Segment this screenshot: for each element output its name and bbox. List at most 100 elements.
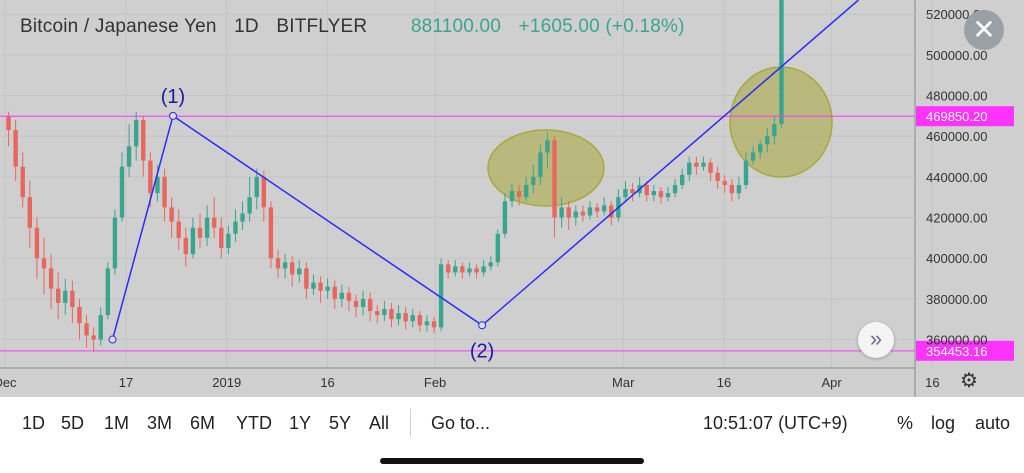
candle-body [481,266,486,273]
candle-body [531,176,536,186]
candle-body [133,119,139,147]
grid [2,0,933,368]
close-button[interactable]: ✕ [964,10,1004,50]
x-tick-label: Feb [424,375,446,390]
candle-body [297,268,302,275]
candle-body [126,146,132,167]
price-label-text: 469850.20 [926,109,987,124]
price-label-text: 354453.16 [926,344,987,359]
settings-button[interactable]: ⚙ [958,370,980,392]
percent-toggle[interactable]: % [897,413,914,433]
candle-body [282,262,288,269]
range-5y-button[interactable]: 5Y [329,413,352,433]
candle-body [389,309,394,320]
log-toggle[interactable]: log [931,413,956,433]
timezone-clock[interactable]: 10:51:07 (UTC+9) [703,413,848,433]
exchange-label: BITFLYER [276,16,368,37]
candle-body [545,140,550,153]
range-1y-button[interactable]: 1Y [289,413,312,433]
candle-body [105,268,111,316]
y-tick-label: 420000.00 [926,211,987,226]
candle-body [509,191,515,202]
range-1m-button[interactable]: 1M [104,413,130,433]
range-5d-button[interactable]: 5D [61,413,85,433]
range-1d-button[interactable]: 1D [22,413,46,433]
candle-body [162,176,167,208]
candle-body [155,176,160,194]
candle-body [318,282,323,291]
candle-body [453,266,458,273]
candle-body [743,160,749,186]
trend-lines: (1) (2) [108,0,859,362]
x-tick-label: 17 [119,375,133,390]
candle-body [672,185,678,194]
annotation-label: (1) [161,86,185,108]
candle-body [438,264,444,328]
y-tick-label: 460000.00 [926,129,987,144]
candle-body [594,207,600,212]
candle-body [417,315,423,326]
candle-body [6,115,11,131]
x-tick-label: 2019 [212,375,241,390]
range-all-button[interactable]: All [369,413,390,433]
candle-body [353,300,359,308]
candle-body [750,152,756,161]
candle-body [701,162,706,167]
candle-body [55,288,61,303]
candle-body [332,286,337,299]
candle-body [665,193,671,198]
candle-body [13,130,18,167]
go-to-button[interactable]: Go to... [431,413,491,433]
candle-body [736,185,742,194]
chevron-double-right-icon: » [869,326,883,351]
candle-body [63,290,68,303]
range-ytd-button[interactable]: YTD [236,413,272,433]
range-3m-button[interactable]: 3M [147,413,173,433]
candle-body [247,197,252,214]
candle-body [70,290,75,308]
close-icon: ✕ [972,14,996,45]
candle-body [495,233,501,263]
candle-body [658,191,664,198]
candle-body [34,227,40,259]
candle-body [467,268,472,273]
candle-body [538,152,543,177]
candle-body [765,136,770,145]
candle-body [346,292,352,301]
candle-body [445,264,451,273]
candle-body [275,258,281,269]
x-tick-label: Dec [0,375,17,390]
y-tick-label: 500000.00 [926,48,987,63]
candle-body [289,262,295,275]
last-price: 881100.00 [410,16,502,37]
trend-line [111,0,859,340]
y-tick-label: 400000.00 [926,251,987,266]
candle-body [552,140,557,218]
candle-body [261,176,267,208]
x-tick-label: 16 [925,375,939,390]
candle-body [77,307,82,324]
y-tick-label: 360000.00 [926,333,987,348]
gear-icon: ⚙ [960,370,978,392]
candle-body [183,237,189,255]
price-change: +1605.00 (+0.18%) [518,16,685,37]
candle-body [523,185,529,198]
candle-body [41,258,47,269]
trend-point [169,111,177,120]
candle-body [84,323,89,336]
candle-body [573,211,579,218]
y-tick-label: 380000.00 [926,292,987,307]
range-6m-button[interactable]: 6M [190,413,216,433]
candle-body [91,335,96,340]
candle-body [48,268,54,289]
candle-body [708,162,713,173]
scroll-to-realtime-button[interactable]: » [858,322,894,358]
candle-body [516,191,522,198]
x-tick-label: Apr [821,375,842,390]
candle-body [148,160,153,194]
price-label-box [916,106,1014,127]
candle-body [772,124,777,137]
auto-toggle[interactable]: auto [975,413,1011,433]
price-chart[interactable]: 469850.20 354453.16 (1) (2) 360000.00 38000… [0,0,1024,397]
chart-area[interactable]: 469850.20 354453.16 (1) (2) 360000.00 38000… [0,0,1024,397]
